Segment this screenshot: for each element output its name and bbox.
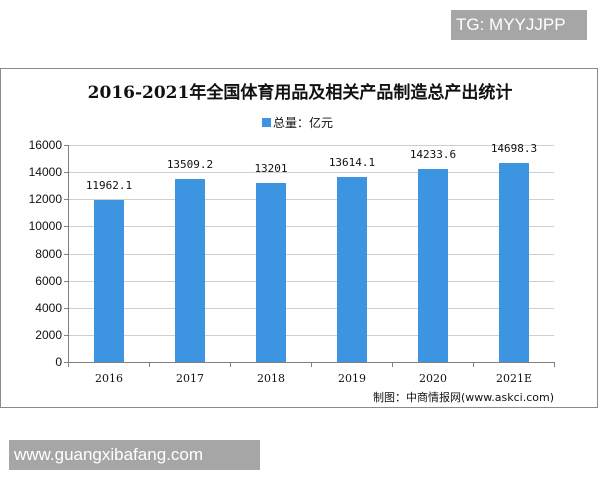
- gridline: [68, 199, 554, 200]
- tg-watermark-badge: TG: MYYJJPP: [451, 10, 587, 40]
- y-tick-mark: [64, 308, 68, 309]
- x-tick-mark: [392, 362, 393, 367]
- bar-2018: [256, 183, 286, 362]
- site-watermark-badge: www.guangxibafang.com: [9, 440, 260, 470]
- x-tick-mark: [554, 362, 555, 367]
- chart-source: 制图：中商情报网(www.askci.com): [373, 391, 554, 404]
- y-tick-label: 14000: [28, 165, 62, 179]
- bar-value-label: 13614.1: [328, 156, 376, 169]
- x-tick-mark: [473, 362, 474, 367]
- y-tick-label: 0: [55, 355, 62, 369]
- legend-swatch-icon: [262, 118, 271, 127]
- bar-value-label: 13509.2: [166, 158, 214, 171]
- x-tick-mark: [68, 362, 69, 367]
- bar-2016: [94, 200, 124, 362]
- x-tick-label: 2017: [176, 372, 204, 385]
- gridline: [68, 226, 554, 227]
- y-tick-mark: [64, 281, 68, 282]
- y-tick-label: 10000: [28, 219, 62, 233]
- x-tick-label: 2020: [419, 372, 447, 385]
- bar-2019: [337, 177, 367, 362]
- bar-value-label: 11962.1: [85, 179, 133, 192]
- gridline: [68, 145, 554, 146]
- x-tick-label: 2016: [95, 372, 123, 385]
- y-tick-mark: [64, 226, 68, 227]
- gridline: [68, 172, 554, 173]
- bar-2020: [418, 169, 448, 362]
- x-tick-mark: [149, 362, 150, 367]
- y-tick-mark: [64, 335, 68, 336]
- bar-2021E: [499, 163, 529, 362]
- y-tick-label: 2000: [35, 328, 62, 342]
- x-tick-mark: [230, 362, 231, 367]
- gridline: [68, 335, 554, 336]
- y-tick-mark: [64, 362, 68, 363]
- y-axis: [68, 145, 69, 363]
- bar-value-label: 14698.3: [490, 142, 538, 155]
- x-tick-label: 2019: [338, 372, 366, 385]
- y-tick-label: 16000: [28, 138, 62, 152]
- y-tick-mark: [64, 254, 68, 255]
- legend-label: 总量：亿元: [273, 116, 334, 130]
- x-tick-label: 2021E: [495, 372, 533, 385]
- y-tick-mark: [64, 145, 68, 146]
- bar-value-label: 14233.6: [409, 148, 457, 161]
- bar-value-label: 13201: [254, 162, 288, 175]
- chart-title: 2016-2021年全国体育用品及相关产品制造总产出统计: [87, 83, 513, 103]
- x-tick-label: 2018: [257, 372, 285, 385]
- chart-legend: 总量：亿元: [262, 114, 333, 131]
- y-tick-label: 12000: [28, 192, 62, 206]
- gridline: [68, 308, 554, 309]
- x-tick-mark: [311, 362, 312, 367]
- y-tick-label: 4000: [35, 301, 62, 315]
- gridline: [68, 254, 554, 255]
- bar-2017: [175, 179, 205, 362]
- y-tick-label: 8000: [35, 247, 62, 261]
- y-tick-label: 6000: [35, 274, 62, 288]
- y-tick-mark: [64, 199, 68, 200]
- gridline: [68, 281, 554, 282]
- y-tick-mark: [64, 172, 68, 173]
